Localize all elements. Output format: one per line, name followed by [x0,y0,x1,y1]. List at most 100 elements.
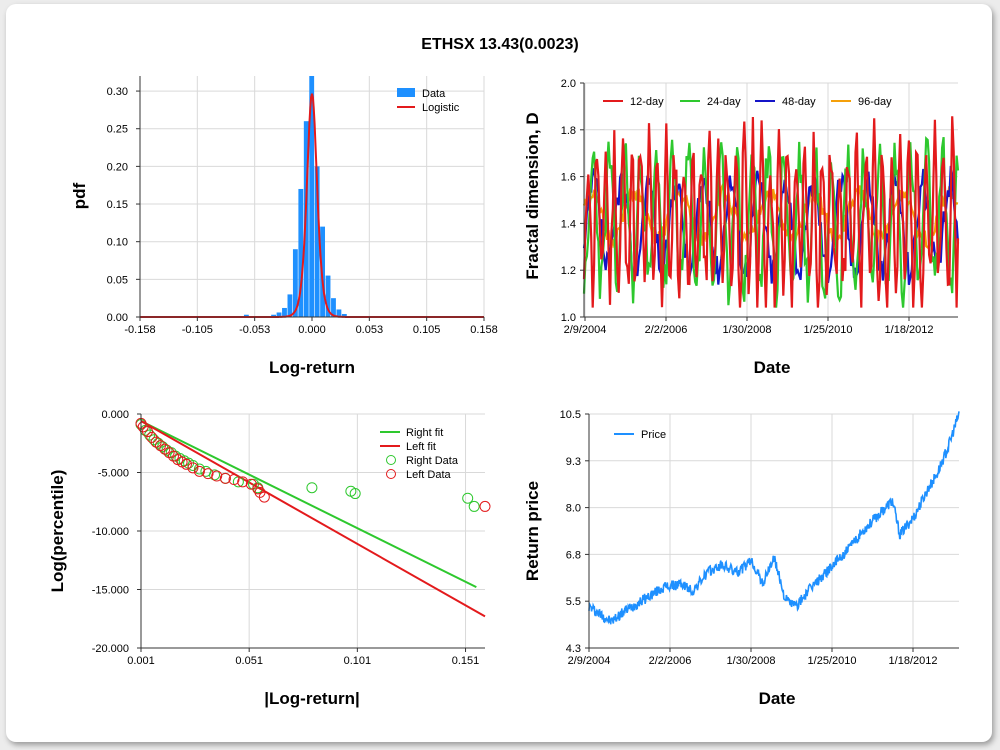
pdf-xtick-label: -0.158 [124,324,155,336]
tail-left-data-point [479,500,491,512]
pdf-bar [331,298,336,317]
tail-legend-left-data-swatch [386,469,396,479]
fractal-ytick-label: 1.4 [561,218,576,230]
price-xtick-label: 1/30/2008 [727,655,776,667]
fractal-series-12-day [582,116,960,308]
tail-left-data-point [211,470,223,482]
pdf-bar [276,312,282,317]
tail-left-fit-line [140,420,486,618]
price-xtick-label: 2/9/2004 [568,655,611,667]
price-ytick-label: 4.3 [566,643,581,655]
pdf-xtick-label: 0.158 [470,324,498,336]
fractal-xtick-label: 1/30/2008 [723,324,772,336]
fractal-x-axis-label: Date [754,358,791,377]
pdf-x-axis-label: Log-return [269,358,355,377]
price-line [588,411,960,625]
fractal-ytick-label: 1.6 [561,172,576,184]
tail-ytick-label: 0.000 [101,409,129,421]
tail-left-data-point [228,474,240,486]
price-y-axis-label: Return price [523,481,542,581]
fractal-legend-label-24-day: 24-day [707,96,741,108]
price-legend-label: Price [641,429,666,441]
tail-right-data-point [209,469,221,481]
tail-y-axis-label: Log(percentile) [48,470,67,593]
fractal-y-axis-label: Fractal dimension, D [523,112,542,279]
chart-frame: ETHSX 13.43(0.0023) -0.158 -0.105 -0.053 0.… [6,4,992,742]
price-xtick-label: 1/18/2012 [889,655,938,667]
tail-right-fit-line [140,420,477,589]
tail-left-data-point [187,462,199,474]
pdf-xtick-label: 0.105 [413,324,441,336]
pdf-ytick-label: 0.15 [107,199,128,211]
fractal-ytick-label: 1.8 [561,125,576,137]
price-panel: 2/9/2004 2/2/2006 1/30/2008 1/25/2010 1/18/2… [523,409,960,708]
fractal-legend-label-48-day: 48-day [782,96,816,108]
pdf-xtick-label: 0.053 [356,324,384,336]
price-xtick-label: 2/2/2006 [649,655,692,667]
tail-legend-right-data-label: Right Data [406,455,459,467]
tail-left-data-point [180,458,192,470]
tail-right-data-point [193,463,205,475]
pdf-bar [309,76,315,317]
tail-left-data-point [219,472,231,484]
tail-left-data-point [167,450,179,462]
pdf-legend-logistic-label: Logistic [422,102,460,114]
fractal-ytick-label: 2.0 [561,78,576,90]
pdf-bar [243,314,249,317]
tail-xtick-label: 0.001 [127,655,155,667]
pdf-bar [325,275,331,317]
pdf-bar [271,314,277,317]
tail-right-data-point [306,482,318,494]
pdf-bar [341,313,347,317]
tail-xtick-label: 0.051 [235,655,263,667]
tail-left-data-point [141,426,153,438]
chart-canvas: ETHSX 13.43(0.0023) -0.158 -0.105 -0.053 0.… [48,36,960,708]
tail-ytick-label: -20.000 [92,643,129,655]
tail-legend-left-data-label: Left Data [406,469,452,481]
price-ytick-label: 6.8 [566,549,581,561]
price-x-axis-label: Date [759,689,796,708]
tail-ytick-label: -5.000 [98,468,129,480]
pdf-ytick-label: 0.05 [107,274,128,286]
pdf-ytick-label: 0.25 [107,124,128,136]
pdf-legend-data-swatch [397,88,415,97]
pdf-ytick-label: 0.10 [107,237,128,249]
pdf-y-axis-label: pdf [70,182,89,209]
fractal-xtick-label: 1/18/2012 [885,324,934,336]
pdf-bar [314,166,320,317]
tail-legend-right-fit-label: Right fit [406,427,443,439]
fractal-legend-label-96-day: 96-day [858,96,892,108]
tail-right-data-point [187,459,199,471]
pdf-panel: -0.158 -0.105 -0.053 0.000 0.053 0.105 0.158 0.… [70,76,498,377]
fractal-xtick-label: 2/9/2004 [564,324,607,336]
fractal-ytick-label: 1.2 [561,265,576,277]
tail-left-data-point [202,468,214,480]
fractal-ytick-label: 1.0 [561,312,576,324]
tail-panel: 0.001 0.051 0.101 0.151 0.000 -5.000 -10.000 -1… [48,409,491,708]
price-xtick-label: 1/25/2010 [808,655,857,667]
tail-ytick-label: -10.000 [92,526,129,538]
price-ytick-label: 5.5 [566,596,581,608]
pdf-bar [282,307,287,317]
tail-ytick-label: -15.000 [92,585,129,597]
tail-legend-left-fit-label: Left fit [406,441,436,453]
tail-right-data-point [349,488,361,500]
pdf-xtick-label: -0.053 [239,324,270,336]
pdf-ytick-label: 0.20 [107,161,128,173]
tail-legend-right-data-swatch [386,455,396,465]
pdf-bar [292,249,298,317]
tail-left-data-point [258,491,270,503]
fractal-legend-label-12-day: 12-day [630,96,664,108]
pdf-xtick-label: -0.105 [182,324,213,336]
fractal-xtick-label: 2/2/2006 [645,324,688,336]
tail-right-data-point [468,500,480,512]
pdf-ytick-label: 0.30 [107,86,128,98]
pdf-bar [336,309,342,317]
tail-xtick-label: 0.101 [344,655,372,667]
chart-title: ETHSX 13.43(0.0023) [421,36,578,53]
pdf-bar [287,294,293,317]
pdf-ytick-label: 0.00 [107,312,128,324]
fractal-panel: 2/9/2004 2/2/2006 1/30/2008 1/25/2010 1/18/2… [523,78,960,377]
pdf-xtick-label: 0.000 [298,324,326,336]
tail-left-data-point [237,476,249,488]
